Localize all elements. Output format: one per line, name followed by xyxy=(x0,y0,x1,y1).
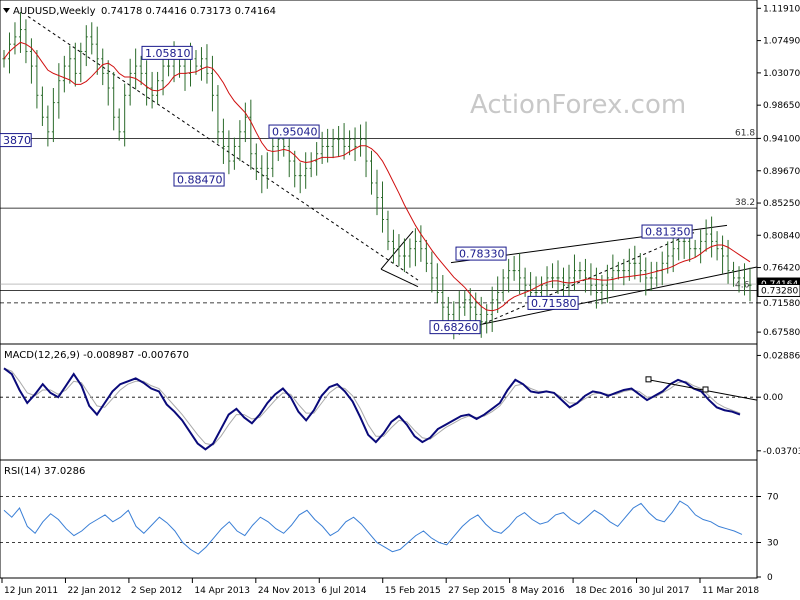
macd-line xyxy=(3,367,741,451)
x-tick-label: 2 Sep 2012 xyxy=(131,586,182,596)
price-annotation-box xyxy=(268,124,320,139)
rsi-y-tick-label: 0 xyxy=(767,573,773,583)
macd-signal-line xyxy=(3,367,741,446)
price-y-tick-label: 0.76420 xyxy=(763,264,800,274)
rsi-line xyxy=(3,500,743,555)
current-price-label: 0.73280 xyxy=(761,286,798,296)
price-y-tick-label: 0.89670 xyxy=(763,167,800,177)
x-tick-label: 11 Mar 2018 xyxy=(702,586,759,596)
x-tick-label: 15 Feb 2015 xyxy=(385,586,441,596)
x-tick-label: 14 Apr 2013 xyxy=(194,586,250,596)
fib-level-label: 4.6 xyxy=(735,280,750,290)
channel-lower-line xyxy=(479,266,758,326)
price-y-tick-label: 0.94100 xyxy=(763,134,800,144)
macd-title: MACD(12,26,9) -0.008987 -0.007670 xyxy=(4,350,189,361)
macd-y-tick-label: -0.037039 xyxy=(763,447,800,457)
price-y-tick-label: 0.80840 xyxy=(763,231,800,241)
price-y-tick-label: 1.03070 xyxy=(763,69,800,79)
x-tick-label: 30 Jul 2017 xyxy=(639,586,690,596)
rsi-y-tick-label: 30 xyxy=(767,539,779,549)
current-price-box xyxy=(757,283,800,297)
x-tick-label: 27 Sep 2015 xyxy=(448,586,505,596)
macd-y-tick-label: 0.00 xyxy=(763,393,783,403)
price-annotation-box xyxy=(141,45,193,60)
price-annotation-label: 1.05810 xyxy=(145,47,191,60)
price-annotation-label: 3870 xyxy=(3,134,31,147)
price-annotation-label: 0.81350 xyxy=(645,226,691,239)
x-tick-label: 24 Nov 2013 xyxy=(258,586,316,596)
price-title: AUDUSD,Weekly 0.74178 0.74416 0.73173 0.… xyxy=(3,6,276,17)
price-annotation-label: 0.88470 xyxy=(177,174,223,187)
price-panel-frame xyxy=(0,0,758,345)
price-y-tick-label: 0.67580 xyxy=(763,328,800,338)
price-annotation-box xyxy=(455,246,507,261)
triangle-line xyxy=(380,268,419,288)
price-annotation-label: 0.68260 xyxy=(433,321,479,334)
price-y-tick-label: 0.98650 xyxy=(763,101,800,111)
fib-level-label: 38.2 xyxy=(735,198,755,208)
price-annotation-label: 0.71580 xyxy=(531,297,577,310)
moving-average-line xyxy=(3,41,751,312)
rsi-title: RSI(14) 37.0286 xyxy=(4,466,85,477)
dropdown-arrow-icon[interactable] xyxy=(3,8,10,13)
rsi-y-tick-label: 70 xyxy=(767,493,779,503)
fib-level-label: 61.8 xyxy=(735,128,755,138)
watermark: ActionForex.com xyxy=(470,90,686,120)
x-tick-label: 18 Dec 2016 xyxy=(575,586,633,596)
price-annotation-label: 0.78330 xyxy=(459,248,505,261)
macd-y-tick-label: 0.028867 xyxy=(763,351,800,361)
price-annotation-box xyxy=(429,320,481,335)
rsi-panel-frame xyxy=(0,459,758,579)
price-annotation-box xyxy=(173,172,225,187)
ohlc-readout: 0.74178 0.74416 0.73173 0.74164 xyxy=(101,6,276,17)
x-tick-label: 22 Jan 2012 xyxy=(67,586,121,596)
macd-trendline-anchor xyxy=(645,376,652,383)
triangle-line xyxy=(380,230,414,270)
x-tick-label: 6 Jul 2014 xyxy=(321,586,366,596)
macd-trendline-anchor xyxy=(702,386,709,393)
price-annotation-box xyxy=(641,224,693,239)
price-y-tick-label: 0.71580 xyxy=(763,299,800,309)
price-annotation-label: 0.95040 xyxy=(272,126,318,139)
price-annotation-box xyxy=(0,133,32,148)
price-y-tick-label: 1.11910 xyxy=(763,4,800,14)
price-y-tick-label: 0.85250 xyxy=(763,199,800,209)
macd-panel-frame xyxy=(0,343,758,461)
symbol-title: AUDUSD,Weekly xyxy=(13,6,96,17)
price-y-tick-label: 1.07490 xyxy=(763,37,800,47)
price-annotation-box xyxy=(527,295,579,310)
x-tick-label: 12 Jun 2011 xyxy=(4,586,58,596)
x-tick-label: 8 May 2016 xyxy=(512,586,565,596)
